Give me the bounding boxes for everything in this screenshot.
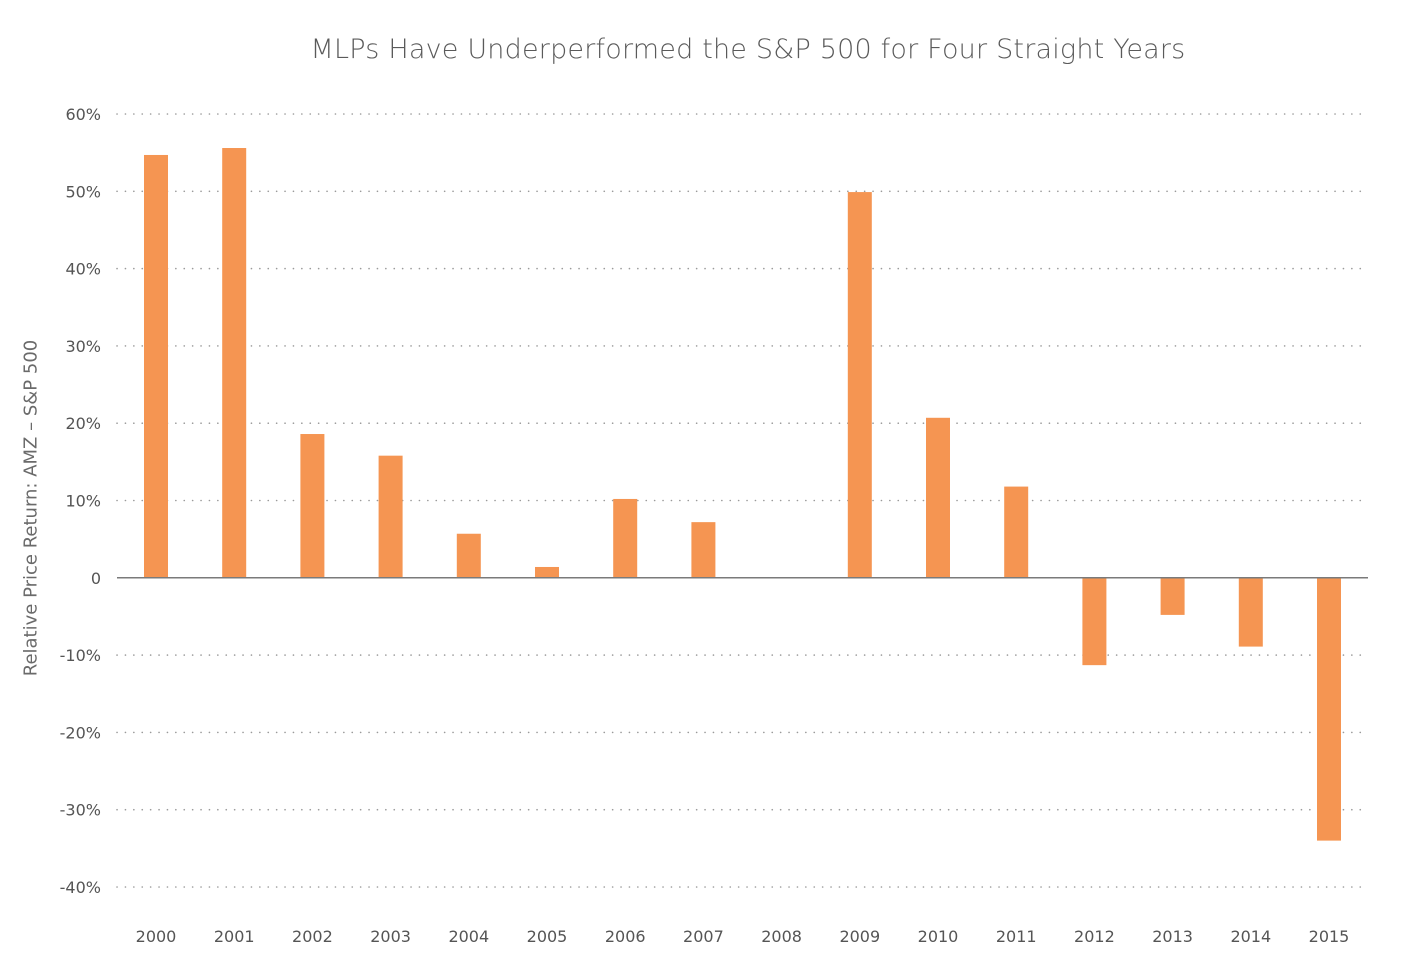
y-tick-label: 30% xyxy=(65,337,101,356)
bars xyxy=(144,148,1341,841)
y-tick-label: 50% xyxy=(65,182,101,201)
chart-title: MLPs Have Underperformed the S&P 500 for… xyxy=(310,34,1186,65)
x-tick-label: 2006 xyxy=(605,927,646,946)
y-tick-label: 0 xyxy=(91,569,101,588)
x-tick-label: 2013 xyxy=(1152,927,1193,946)
x-tick-label: 2004 xyxy=(448,927,489,946)
bar-2001 xyxy=(222,148,247,578)
bar-2014 xyxy=(1238,577,1263,647)
y-tick-label: 60% xyxy=(65,105,101,124)
gridlines xyxy=(116,113,1367,888)
bar-2015 xyxy=(1317,577,1341,841)
bar-2009 xyxy=(847,192,872,578)
bar-2012 xyxy=(1082,577,1107,666)
bar-2004 xyxy=(456,533,481,578)
x-tick-label: 2012 xyxy=(1074,927,1115,946)
x-tick-label: 2003 xyxy=(370,927,411,946)
bar-2007 xyxy=(691,522,716,578)
x-tick-label: 2001 xyxy=(214,927,255,946)
y-tick-label: -10% xyxy=(60,646,101,665)
x-tick-label: 2002 xyxy=(292,927,333,946)
x-tick-label: 2008 xyxy=(761,927,802,946)
y-tick-label: 10% xyxy=(65,492,101,511)
x-tick-label: 2009 xyxy=(839,927,880,946)
bar-2006 xyxy=(613,498,638,578)
y-tick-label: 20% xyxy=(65,414,101,433)
x-tick-label: 2014 xyxy=(1230,927,1271,946)
x-tick-label: 2005 xyxy=(527,927,568,946)
x-tick-label: 2007 xyxy=(683,927,724,946)
bar-2000 xyxy=(144,154,168,578)
x-tick-label: 2010 xyxy=(918,927,959,946)
x-tick-label: 2000 xyxy=(136,927,177,946)
bar-2011 xyxy=(1004,486,1029,578)
y-tick-label: 40% xyxy=(65,260,101,279)
y-axis-ticks: 60% 50% 40% 30% 20% 10% 0 -10% -20% -30% -40% xyxy=(60,105,101,897)
y-tick-label: -20% xyxy=(60,723,101,742)
y-tick-label: -30% xyxy=(60,801,101,820)
bar-2010 xyxy=(926,417,950,578)
bar-2003 xyxy=(378,455,403,578)
x-tick-label: 2011 xyxy=(996,927,1037,946)
bar-2013 xyxy=(1160,577,1185,615)
bar-2005 xyxy=(535,566,559,578)
x-axis-ticks: 2000 2001 2002 2003 2004 2005 2006 2007 2008 2009… xyxy=(136,927,1350,946)
x-tick-label: 2015 xyxy=(1309,927,1350,946)
y-tick-label: -40% xyxy=(60,878,101,897)
bar-2002 xyxy=(300,434,325,578)
